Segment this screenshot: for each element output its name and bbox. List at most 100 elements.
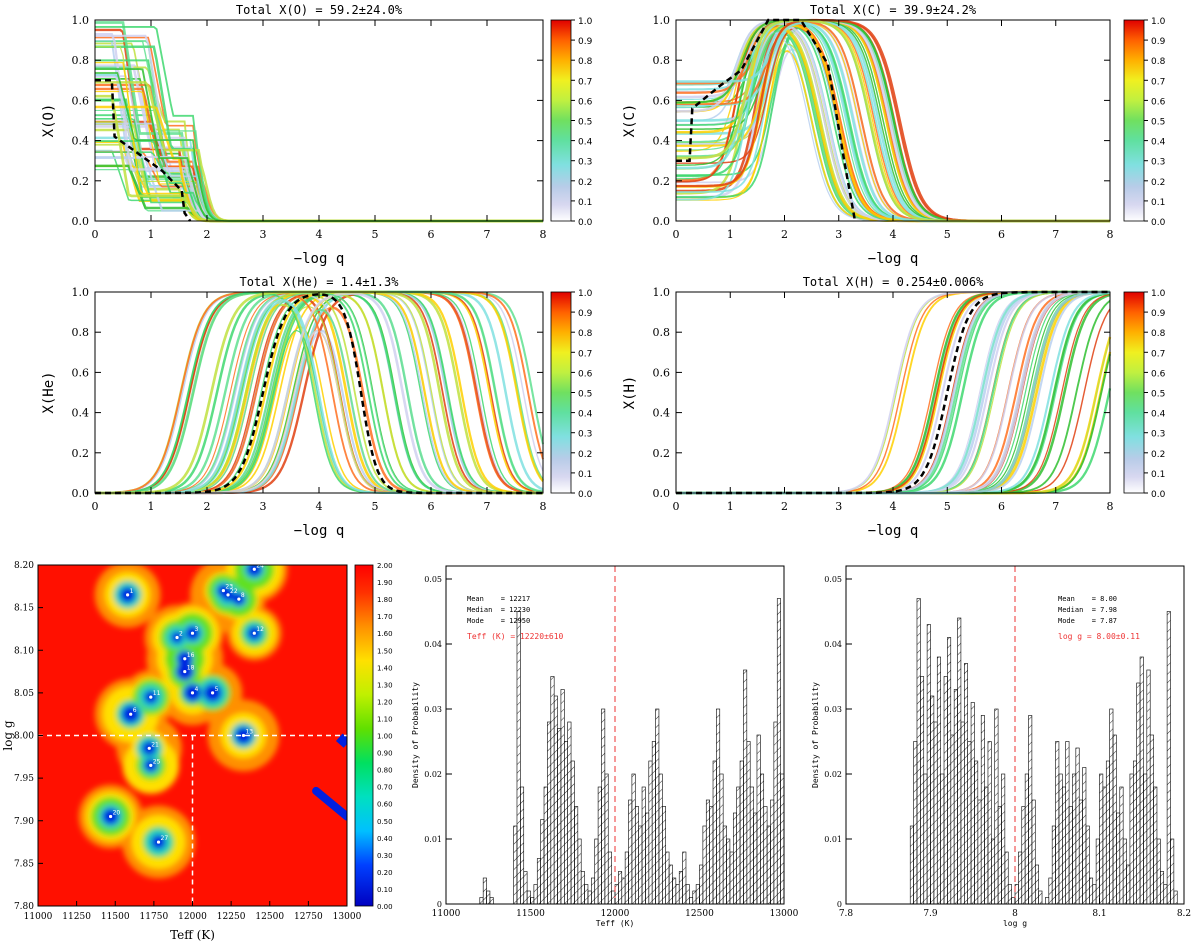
result-label: Teff (K) = 12220±610 (467, 632, 564, 641)
contour-streak (312, 786, 347, 821)
x-tick-label: 8 (1012, 909, 1018, 919)
histogram-bar (746, 741, 751, 905)
histogram-bar (1122, 838, 1127, 905)
colorbar-tick-label: 0.1 (1151, 470, 1165, 480)
y-tick-label: 1.0 (653, 14, 671, 27)
x-tick-label: 13000 (770, 909, 799, 919)
histogram-bar (543, 786, 548, 905)
minimum-marker (221, 588, 225, 593)
histogram-bar (926, 624, 931, 905)
x-axis-label: Teff (K) (170, 928, 215, 942)
x-tick-label: 4 (316, 228, 323, 241)
colorbar-tick-label: 0.4 (578, 138, 593, 148)
stat-line: Mean = 12217 (467, 595, 530, 603)
histogram-bar (770, 799, 775, 905)
x-axis-label: Teff (K) (596, 919, 635, 928)
model-curve (676, 351, 1112, 495)
y-tick-label: 0.0 (72, 487, 90, 500)
colorbar-tick-label: 1.50 (377, 647, 393, 655)
x-tick-label: 11500 (101, 912, 130, 922)
y-tick-label: 0.01 (424, 835, 442, 844)
y-tick-label: 0.6 (653, 366, 671, 379)
x-tick-label: 3 (835, 500, 842, 513)
stat-line: Mean = 8.00 (1058, 595, 1117, 603)
x-tick-label: 7.9 (923, 909, 938, 919)
minimum-label: 21 (151, 741, 159, 748)
y-tick-label: 0.4 (653, 407, 671, 420)
histogram-bar (594, 838, 599, 905)
minimum-marker (149, 695, 153, 699)
minimum-label: 25 (153, 758, 161, 765)
x-tick-label: 0 (673, 500, 680, 513)
y-tick-label: 0.03 (824, 705, 842, 714)
colorbar-tick-label: 0.40 (377, 835, 393, 843)
colorbar-tick-label: 0.8 (578, 329, 593, 339)
y-tick-label: 0.8 (653, 54, 671, 67)
chart-title: Total X(H) = 0.254±0.006% (803, 275, 984, 289)
colorbar (1123, 291, 1145, 494)
histogram-bar (1105, 760, 1110, 905)
histogram-bar (1045, 897, 1050, 905)
x-tick-label: 12250 (217, 912, 246, 922)
histogram-bar (933, 721, 938, 905)
histogram-bar (780, 773, 785, 905)
y-tick-label: 0.4 (72, 135, 90, 148)
colorbar-tick-label: 0.10 (377, 886, 393, 894)
minimum-label: 23 (225, 584, 233, 591)
histogram-bar (963, 663, 968, 905)
colorbar-tick-label: 1.20 (377, 698, 393, 706)
x-tick-label: 3 (260, 500, 267, 513)
histogram-bar (705, 799, 710, 905)
x-tick-label: 8 (540, 500, 547, 513)
x-tick-label: 1 (727, 228, 734, 241)
histogram-bar (678, 871, 683, 905)
colorbar-tick-label: 0.1 (1151, 198, 1165, 208)
histogram-bar (776, 598, 781, 905)
minimum-marker (129, 712, 133, 716)
histogram-bar (1095, 838, 1100, 905)
histogram-bar (977, 799, 982, 905)
histogram-bar (628, 799, 633, 905)
y-tick-label: 0.6 (653, 94, 671, 107)
x-tick-label: 8 (540, 228, 547, 241)
x-tick-label: 11000 (24, 912, 53, 922)
colorbar (550, 291, 572, 494)
y-tick-label: 0.03 (424, 705, 442, 714)
profile-panel-2: 0 1 2 3 4 5 6 7 8 0.0 0.2 0.4 0.6 0.8 1.0 Total X(He) =… (41, 275, 593, 539)
y-axis-label: Density of Probability (411, 682, 420, 788)
x-tick-label: 8 (1107, 500, 1114, 513)
y-tick-label: 7.80 (14, 902, 34, 912)
minimum-marker (149, 763, 153, 767)
x-tick-label: 5 (944, 228, 951, 241)
y-axis-label: X(O) (41, 104, 57, 138)
colorbar-tick-label: 0.6 (578, 369, 593, 379)
y-tick-label: 1.0 (72, 14, 90, 27)
y-axis-label: X(C) (622, 104, 638, 138)
minimum-marker (126, 593, 130, 597)
y-axis-label: X(H) (622, 376, 638, 410)
colorbar-tick-label: 0.7 (578, 349, 592, 359)
minimum-marker (252, 631, 256, 635)
histogram-bar (743, 669, 748, 905)
x-tick-label: 2 (204, 228, 211, 241)
histogram-bar (1051, 825, 1056, 905)
histogram-bar (1014, 884, 1019, 905)
histogram-bar (702, 825, 707, 905)
colorbar-tick-label: 2.00 (377, 562, 393, 570)
x-axis-label: −log q (294, 523, 345, 539)
colorbar (1123, 19, 1145, 222)
minimum-label: 24 (256, 562, 264, 569)
histogram-bar (909, 825, 914, 905)
colorbar-tick-label: 0.60 (377, 801, 393, 809)
profile-panel-0: 0 1 2 3 4 5 6 7 8 0.0 0.2 0.4 0.6 0.8 1.0 Total X(O) = … (41, 3, 593, 267)
histogram-bar (709, 806, 714, 905)
model-curves (95, 21, 543, 223)
minimum-label: 13 (245, 729, 253, 736)
colorbar-tick-label: 0.7 (1151, 77, 1165, 87)
minimum-marker (183, 669, 187, 674)
x-tick-label: 13000 (333, 912, 362, 922)
histogram-bar (695, 884, 700, 905)
y-tick-label: 0.6 (72, 94, 90, 107)
histogram-bar (984, 786, 989, 905)
